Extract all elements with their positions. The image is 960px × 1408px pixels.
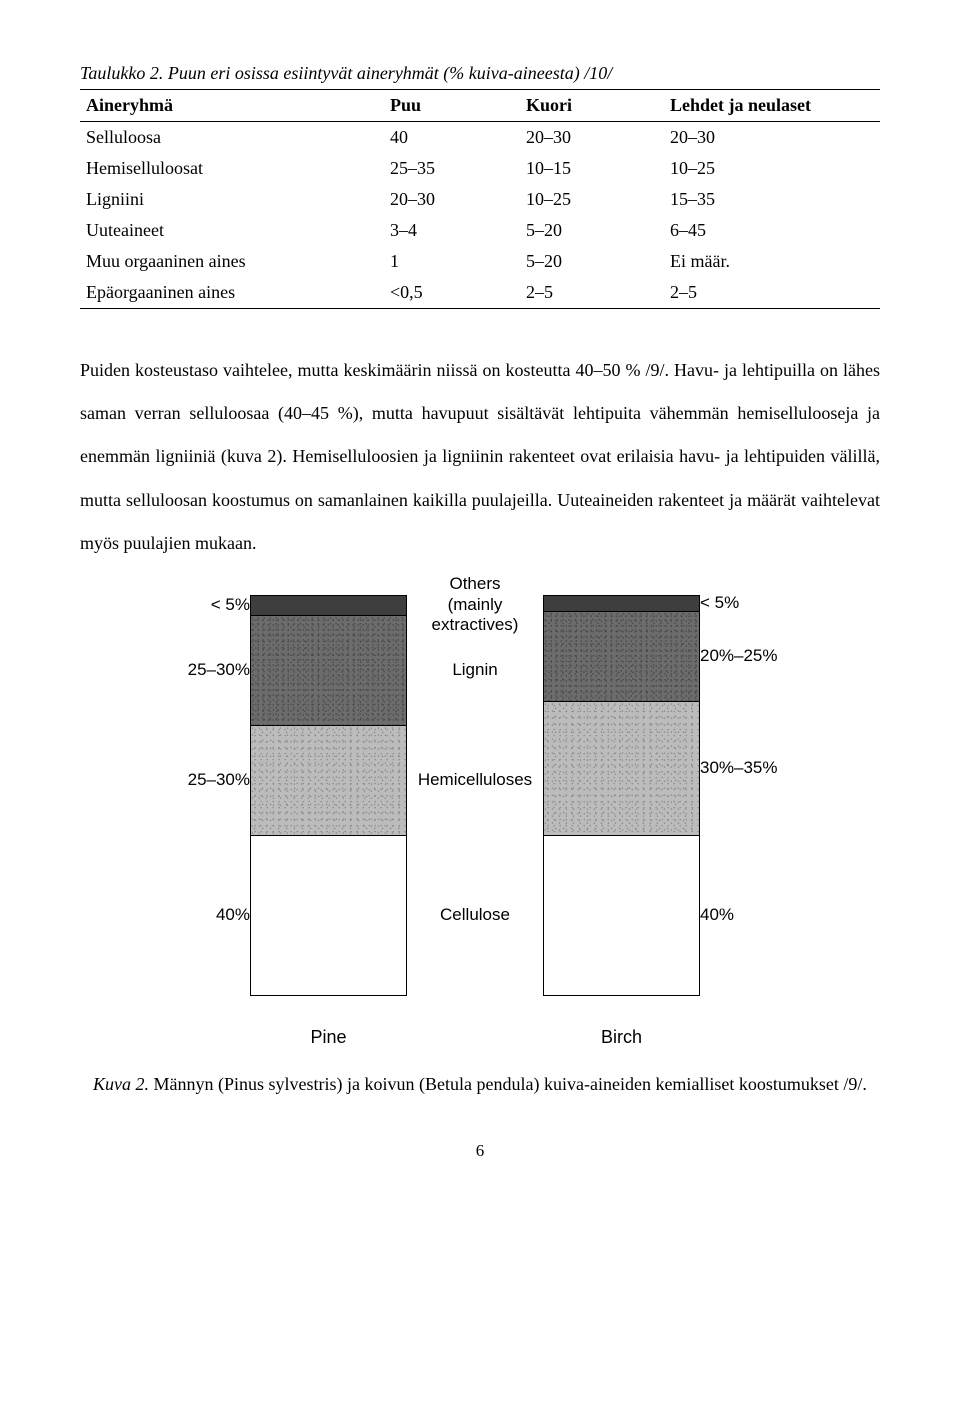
table-header: Puu — [384, 90, 520, 122]
table-cell: 5–20 — [520, 215, 664, 246]
chart-label-right: 20%–25% — [700, 611, 800, 701]
table-cell: <0,5 — [384, 277, 520, 309]
table-cell: 10–15 — [520, 153, 664, 184]
table-caption-text: Taulukko 2. Puun eri osissa esiintyvät a… — [80, 63, 612, 83]
chart-label-left: 25–30% — [160, 725, 250, 835]
table-row: Muu orgaaninen aines15–20Ei määr. — [80, 246, 880, 277]
chart-label-center: Cellulose — [407, 835, 543, 995]
table-cell: 15–35 — [664, 184, 880, 215]
table-row: Epäorgaaninen aines<0,52–52–5 — [80, 277, 880, 309]
table-cell: Ligniini — [80, 184, 384, 215]
chart-segment-cellulose — [251, 835, 406, 995]
chart-label-right: < 5% — [700, 595, 800, 611]
table-header: Lehdet ja neulaset — [664, 90, 880, 122]
chart-label-left: < 5% — [160, 595, 250, 615]
chart-label-left: 40% — [160, 835, 250, 995]
chart-segment-others — [251, 595, 406, 615]
chart-segment-cellulose — [544, 835, 699, 995]
table-cell: 5–20 — [520, 246, 664, 277]
figure-caption: Kuva 2. Männyn (Pinus sylvestris) ja koi… — [80, 1071, 880, 1098]
chart-label-center: Hemicelluloses — [407, 725, 543, 835]
figure-caption-text: Männyn (Pinus sylvestris) ja koivun (Bet… — [154, 1074, 867, 1094]
table-cell: 25–35 — [384, 153, 520, 184]
table-cell: 10–25 — [520, 184, 664, 215]
figure-caption-prefix: Kuva 2. — [93, 1074, 149, 1094]
table-header: Aineryhmä — [80, 90, 384, 122]
page-number-value: 6 — [476, 1141, 485, 1160]
table-cell: Ei määr. — [664, 246, 880, 277]
table-cell: 20–30 — [520, 122, 664, 154]
table-row: Uuteaineet3–45–206–45 — [80, 215, 880, 246]
chart-label-right: 30%–35% — [700, 701, 800, 835]
bar-label-birch: Birch — [601, 1024, 642, 1051]
body-paragraph: Puiden kosteustaso vaihtelee, mutta kesk… — [80, 349, 880, 565]
table-cell: 3–4 — [384, 215, 520, 246]
table-cell: Selluloosa — [80, 122, 384, 154]
page-number: 6 — [80, 1138, 880, 1164]
table-caption: Taulukko 2. Puun eri osissa esiintyvät a… — [80, 60, 880, 87]
chart-label-center: Others (mainly extractives) — [407, 595, 543, 615]
table-cell: Uuteaineet — [80, 215, 384, 246]
table-cell: 10–25 — [664, 153, 880, 184]
table-cell: 1 — [384, 246, 520, 277]
table-cell: Epäorgaaninen aines — [80, 277, 384, 309]
table-cell: Hemiselluloosat — [80, 153, 384, 184]
chart-segment-hemicelluloses — [251, 725, 406, 835]
table-cell: 20–30 — [384, 184, 520, 215]
table-cell: 40 — [384, 122, 520, 154]
table-cell: 2–5 — [664, 277, 880, 309]
table-header: Kuori — [520, 90, 664, 122]
table-cell: 2–5 — [520, 277, 664, 309]
body-paragraph-text: Puiden kosteustaso vaihtelee, mutta kesk… — [80, 360, 880, 553]
bar-label-pine: Pine — [310, 1024, 346, 1051]
chart-label-right: 40% — [700, 835, 800, 995]
table-cell: Muu orgaaninen aines — [80, 246, 384, 277]
chart-label-left: 25–30% — [160, 615, 250, 725]
table-cell: 20–30 — [664, 122, 880, 154]
table-cell: 6–45 — [664, 215, 880, 246]
table-row: Selluloosa4020–3020–30 — [80, 122, 880, 154]
chart-label-center: Lignin — [407, 615, 543, 725]
table-header-row: Aineryhmä Puu Kuori Lehdet ja neulaset — [80, 90, 880, 122]
composition-table: Aineryhmä Puu Kuori Lehdet ja neulaset S… — [80, 89, 880, 309]
chart-segment-lignin — [544, 611, 699, 701]
composition-chart: < 5%25–30%25–30%40%PineOthers (mainly ex… — [160, 595, 800, 1051]
table-row: Ligniini20–3010–2515–35 — [80, 184, 880, 215]
chart-segment-lignin — [251, 615, 406, 725]
chart-segment-others — [544, 595, 699, 611]
chart-segment-hemicelluloses — [544, 701, 699, 835]
table-row: Hemiselluloosat25–3510–1510–25 — [80, 153, 880, 184]
